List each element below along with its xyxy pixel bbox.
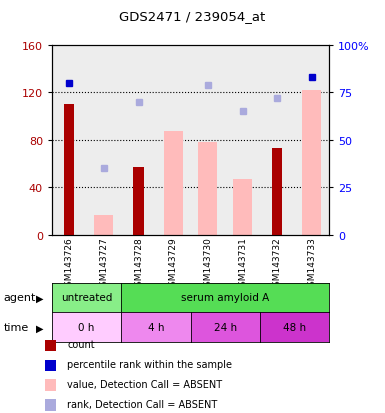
Bar [134, 168, 144, 235]
Bar [233, 180, 252, 235]
Bar [295, 45, 329, 235]
Text: 24 h: 24 h [214, 323, 237, 332]
Bar [302, 90, 321, 235]
Bar [52, 45, 87, 235]
Bar [156, 45, 191, 235]
Text: serum amyloid A: serum amyloid A [181, 293, 270, 303]
Text: 4 h: 4 h [148, 323, 164, 332]
Bar [94, 215, 114, 235]
Text: GDS2471 / 239054_at: GDS2471 / 239054_at [119, 10, 266, 23]
Text: ▶: ▶ [36, 293, 43, 303]
Text: time: time [4, 323, 29, 332]
Bar [87, 45, 121, 235]
Bar [272, 149, 282, 235]
Text: count: count [67, 339, 95, 349]
Text: ▶: ▶ [36, 323, 43, 332]
Bar [64, 105, 74, 235]
Text: untreated: untreated [61, 293, 112, 303]
Text: 0 h: 0 h [79, 323, 95, 332]
Bar [260, 45, 295, 235]
Text: agent: agent [4, 293, 36, 303]
Text: percentile rank within the sample: percentile rank within the sample [67, 359, 233, 369]
Bar [164, 132, 183, 235]
Text: value, Detection Call = ABSENT: value, Detection Call = ABSENT [67, 379, 223, 389]
Bar [198, 143, 218, 235]
Text: rank, Detection Call = ABSENT: rank, Detection Call = ABSENT [67, 399, 218, 409]
Bar [225, 45, 260, 235]
Bar [121, 45, 156, 235]
Bar [191, 45, 225, 235]
Text: 48 h: 48 h [283, 323, 306, 332]
